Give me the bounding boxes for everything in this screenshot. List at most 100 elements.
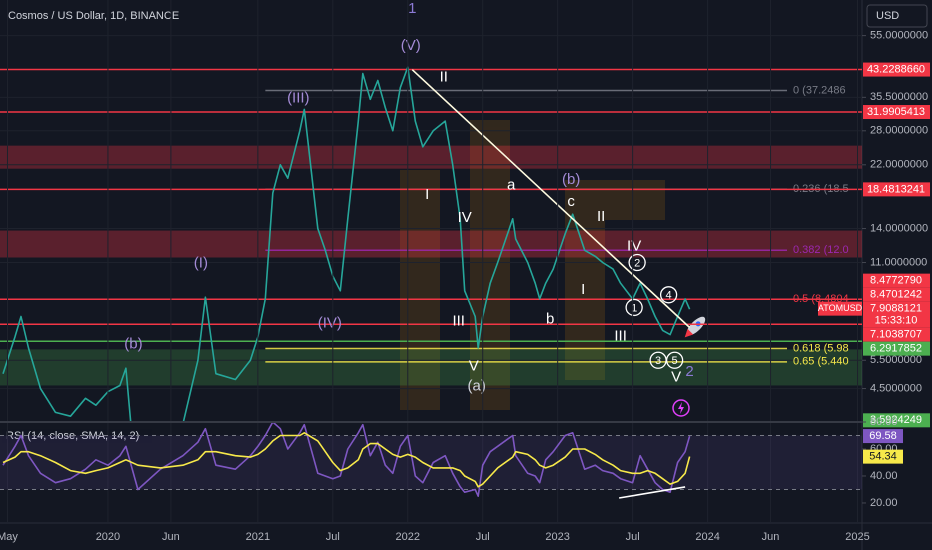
wave-circle bbox=[665, 351, 684, 369]
fib-label: 0.382 (12.0 bbox=[793, 244, 849, 256]
wave-label: (IV) bbox=[318, 314, 342, 331]
x-tick-label: Jun bbox=[762, 531, 780, 543]
wave-label: (a) bbox=[468, 377, 486, 394]
price-label: 8.4701242 bbox=[870, 289, 922, 301]
value-label: 54.34 bbox=[869, 451, 897, 463]
y-tick-label: 35.5000000 bbox=[870, 91, 928, 103]
wave-label: I bbox=[581, 281, 585, 298]
value-label-box bbox=[863, 449, 903, 464]
countdown: 15:33:10 bbox=[875, 315, 918, 327]
price-label: 18.4813241 bbox=[867, 183, 925, 195]
y-tick-label: 28.0000000 bbox=[870, 125, 928, 137]
x-tick-label: May bbox=[0, 531, 18, 543]
alert-bolt bbox=[678, 402, 684, 414]
watermark-shape bbox=[565, 180, 665, 220]
currency[interactable]: USD bbox=[876, 10, 899, 22]
zone bbox=[0, 349, 862, 386]
price-label-box bbox=[863, 287, 930, 302]
wave-number: 4 bbox=[666, 290, 672, 302]
symbol-label: ATOMUSD bbox=[818, 303, 863, 313]
y-tick-label: 80.00 bbox=[870, 416, 898, 428]
rocket-flame bbox=[684, 328, 694, 338]
rsi-band bbox=[0, 435, 862, 490]
wave-label: III bbox=[452, 312, 465, 329]
trend-line bbox=[619, 486, 686, 499]
wave-label: IV bbox=[458, 209, 472, 226]
alert-icon[interactable] bbox=[672, 399, 690, 417]
x-tick-label: Jul bbox=[326, 531, 340, 543]
series-line bbox=[2, 423, 691, 497]
y-tick-label: 14.0000000 bbox=[870, 222, 928, 234]
wave-label: (V) bbox=[401, 37, 421, 54]
price-label-box bbox=[863, 341, 930, 356]
y-tick-label: 4.5000000 bbox=[870, 382, 922, 394]
fib-label: 0 (37.2486 bbox=[793, 84, 846, 96]
fib-label: 0.618 (5.98 bbox=[793, 342, 849, 354]
price-label-box bbox=[863, 413, 930, 428]
x-tick-label: Jul bbox=[476, 531, 490, 543]
wave-label: c bbox=[567, 193, 575, 210]
wave-label: (I) bbox=[194, 255, 208, 272]
y-tick-label: 20.00 bbox=[870, 497, 898, 509]
wave-number: 2 bbox=[634, 257, 640, 269]
x-tick-label: Jun bbox=[162, 531, 180, 543]
currency-box[interactable] bbox=[866, 4, 928, 28]
rsi-legend-bg bbox=[2, 429, 152, 443]
price-label-box bbox=[863, 327, 930, 342]
wave-label: III bbox=[614, 328, 627, 345]
wave-number: 5 bbox=[672, 355, 678, 367]
wave-circle bbox=[628, 253, 646, 272]
chart-title: Cosmos / US Dollar, 1D, BINANCE bbox=[8, 10, 179, 22]
trend-line bbox=[411, 69, 691, 329]
zone bbox=[0, 230, 862, 258]
wave-label: V bbox=[469, 357, 479, 374]
y-tick-label: 22.0000000 bbox=[870, 159, 928, 171]
x-tick-label: 2021 bbox=[246, 531, 270, 543]
price-label: 31.9905413 bbox=[867, 106, 925, 118]
price-label-box bbox=[863, 301, 930, 328]
watermark-shape bbox=[400, 170, 440, 410]
x-tick-label: Jul bbox=[626, 531, 640, 543]
wave-label: (b) bbox=[562, 171, 580, 188]
wave-label: 1 bbox=[408, 0, 416, 17]
symbol-box bbox=[818, 301, 862, 316]
x-tick-label: 2024 bbox=[695, 531, 719, 543]
x-tick-label: 2023 bbox=[545, 531, 569, 543]
x-tick-label: 2025 bbox=[845, 531, 869, 543]
wave-label: a bbox=[507, 177, 516, 194]
y-tick-label: 5.5000000 bbox=[870, 354, 922, 366]
wave-number: 3 bbox=[655, 355, 661, 367]
wave-label: I bbox=[425, 186, 429, 203]
value-label-box bbox=[863, 429, 903, 444]
x-tick-label: 2022 bbox=[396, 531, 420, 543]
price-label-box bbox=[863, 62, 930, 77]
price-label: 7.9088121 bbox=[870, 303, 922, 315]
wave-circle bbox=[625, 298, 643, 317]
wave-label: IV bbox=[627, 238, 641, 255]
wave-label: (III) bbox=[287, 89, 310, 106]
wave-label: V bbox=[671, 369, 681, 386]
price-label: 3.5924249 bbox=[870, 414, 922, 426]
price-label: 6.2917852 bbox=[870, 343, 922, 355]
wave-label: II bbox=[597, 208, 605, 225]
y-tick-label: 40.00 bbox=[870, 470, 898, 482]
price-label-box bbox=[863, 182, 930, 197]
wave-label: 2 bbox=[685, 363, 693, 380]
pane bbox=[0, 423, 862, 499]
fib-label: 0.65 (5.440 bbox=[793, 356, 849, 368]
wave-label: b bbox=[546, 310, 554, 327]
wave-label: (b) bbox=[124, 335, 142, 352]
wave-number: 1 bbox=[631, 302, 637, 314]
value-label: 69.58 bbox=[869, 430, 897, 442]
y-tick-label: 11.0000000 bbox=[870, 256, 927, 268]
price-label: 8.4772790 bbox=[870, 275, 922, 287]
price-label: 43.2288660 bbox=[867, 63, 925, 75]
x-tick-label: 2020 bbox=[96, 531, 120, 543]
y-tick-label: 55.0000000 bbox=[870, 30, 928, 42]
zone bbox=[0, 145, 862, 169]
price-label: 7.1038707 bbox=[870, 329, 922, 341]
series-line bbox=[2, 66, 691, 421]
